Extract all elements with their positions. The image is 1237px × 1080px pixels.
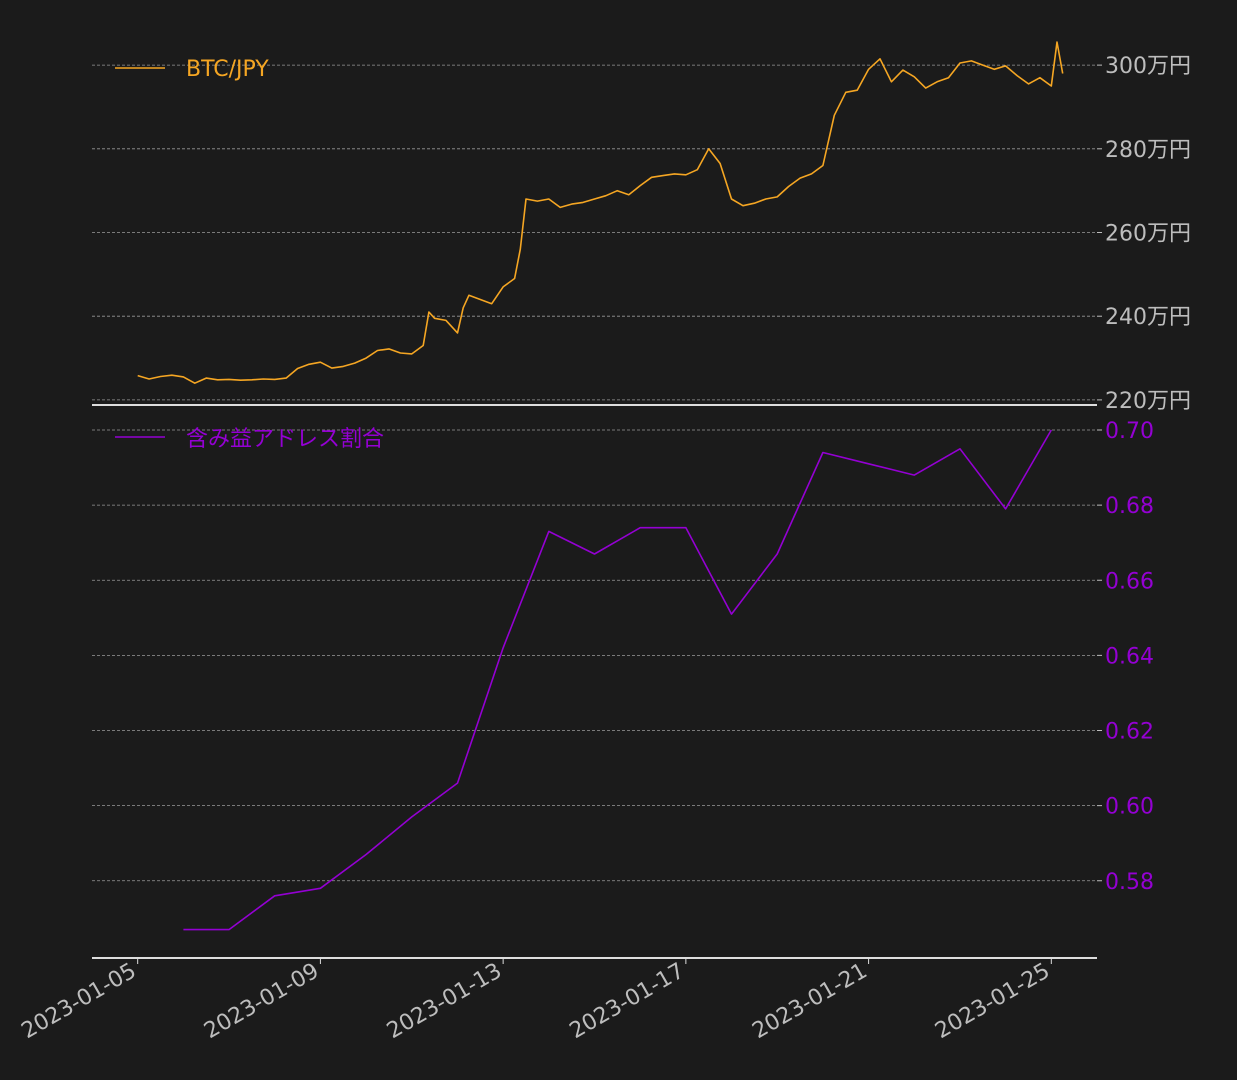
ratio-y-tick-label: 0.66 [1105, 569, 1154, 594]
price-y-tick-label: 300万円 [1105, 54, 1191, 79]
ratio-y-axis: 0.58 0.60 0.62 0.64 0.66 0.68 0.70 [1097, 419, 1154, 895]
ratio-y-tick-label: 0.62 [1105, 720, 1154, 745]
price-legend-label: BTC/JPY [186, 57, 269, 82]
ratio-y-tick-label: 0.68 [1105, 494, 1154, 519]
ratio-legend-label: 含み益アドレス割合 [186, 427, 384, 452]
price-y-tick-label: 220万円 [1105, 389, 1191, 414]
ratio-y-tick-label: 0.60 [1105, 795, 1154, 820]
price-legend: BTC/JPY [115, 57, 269, 82]
ratio-y-tick-label: 0.58 [1105, 870, 1154, 895]
price-panel-grid [92, 64, 1097, 401]
ratio-series-line [183, 429, 1052, 931]
price-y-axis: 220万円 240万円 260万円 280万円 300万円 [1097, 54, 1191, 414]
ratio-panel-grid [92, 429, 1097, 882]
ratio-legend: 含み益アドレス割合 [115, 427, 384, 452]
ratio-y-tick-label: 0.64 [1105, 644, 1154, 669]
price-panel-plot [137, 41, 1064, 385]
ratio-panel-plot [183, 429, 1052, 931]
price-series-line [137, 41, 1064, 385]
price-y-tick-label: 240万円 [1105, 305, 1191, 330]
price-y-tick-label: 260万円 [1105, 222, 1191, 247]
price-y-tick-label: 280万円 [1105, 138, 1191, 163]
ratio-y-tick-label: 0.70 [1105, 419, 1154, 444]
